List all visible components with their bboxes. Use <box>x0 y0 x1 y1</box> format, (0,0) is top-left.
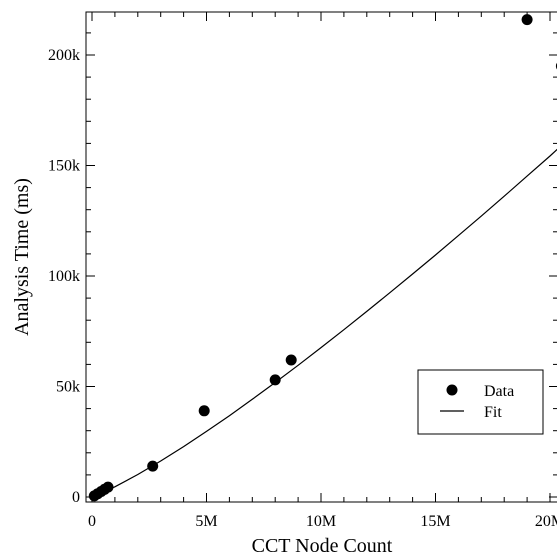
fit-line <box>91 148 557 498</box>
legend-data-label: Data <box>484 383 514 400</box>
y-tick-label: 150k <box>48 158 80 175</box>
x-tick-label: 10M <box>306 513 336 530</box>
data-point <box>147 460 159 472</box>
data-point <box>102 481 114 493</box>
axis-ticks <box>86 12 557 502</box>
data-point <box>198 405 210 417</box>
y-tick-label: 50k <box>56 379 80 396</box>
data-point <box>269 374 281 386</box>
y-axis-title: Analysis Time (ms) <box>11 178 33 336</box>
legend-data-marker <box>446 384 458 396</box>
y-tick-label: 100k <box>48 268 80 285</box>
legend-fit-label: Fit <box>484 404 502 421</box>
y-tick-label: 0 <box>72 489 80 506</box>
x-axis-title: CCT Node Count <box>252 535 393 557</box>
legend: Data Fit <box>417 369 544 435</box>
x-tick-label: 5M <box>195 513 217 530</box>
data-point <box>285 354 297 366</box>
legend-box <box>417 369 544 435</box>
x-tick-label: 0 <box>88 513 96 530</box>
tick-labels: 0 5M 10M 15M 20M 0 50k 100k 150k 200k <box>48 47 557 530</box>
y-tick-label: 200k <box>48 47 80 64</box>
data-series <box>88 14 557 502</box>
x-tick-label: 15M <box>420 513 450 530</box>
plot-frame <box>85 11 557 503</box>
fit-series <box>91 148 557 498</box>
x-tick-label: 20M <box>535 513 557 530</box>
data-point <box>521 14 533 26</box>
